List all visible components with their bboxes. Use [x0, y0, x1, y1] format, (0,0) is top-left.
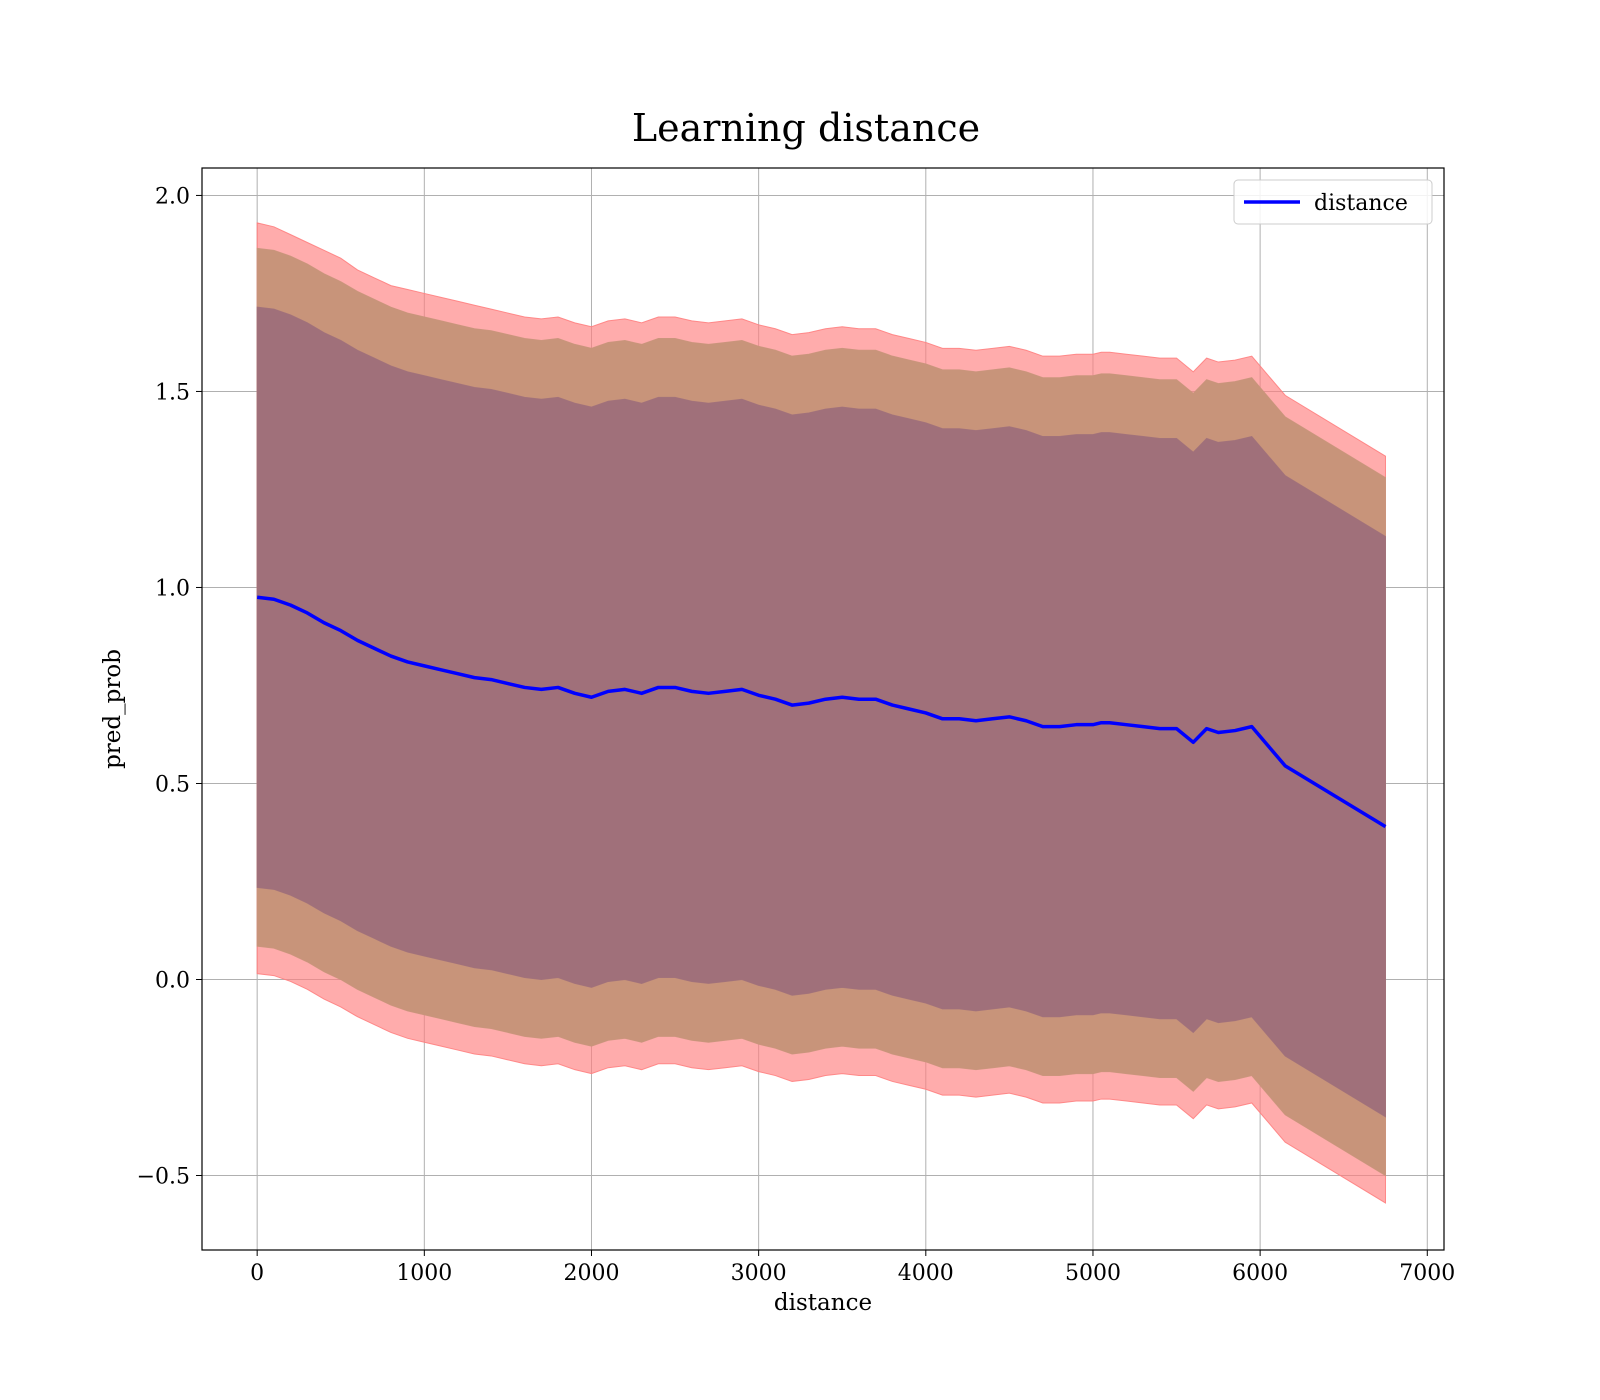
y-tick-label: 1.5 [155, 380, 190, 405]
x-tick-label: 2000 [563, 1261, 619, 1286]
chart-title: Learning distance [632, 106, 980, 150]
series-line-distance [256, 595, 1387, 829]
x-tick-label: 6000 [1232, 1261, 1288, 1286]
legend-box [1233, 179, 1433, 225]
x-tick-label: 5000 [1065, 1261, 1121, 1286]
x-tick-label: 0 [250, 1261, 264, 1286]
x-tick-label: 1000 [396, 1261, 452, 1286]
series-lines [256, 595, 1387, 829]
y-tick-label: 2.0 [155, 184, 190, 209]
legend-label-distance: distance [1314, 191, 1408, 216]
axis-ticks: 0 1000 2000 3000 4000 5000 6000 7000 −0.5 0.0 0.5 1… [137, 184, 1456, 1286]
x-tick-label: 3000 [731, 1261, 787, 1286]
x-axis-label: distance [774, 1290, 872, 1316]
legend: distance [1233, 179, 1433, 225]
y-tick-label: 0.5 [155, 772, 190, 797]
y-axis-label: pred_prob [100, 649, 126, 769]
y-tick-label: 1.0 [155, 576, 190, 601]
y-tick-label: −0.5 [137, 1165, 190, 1190]
y-tick-label: 0.0 [155, 969, 190, 994]
confidence-bands [256, 222, 1386, 1204]
x-tick-label: 4000 [898, 1261, 954, 1286]
x-tick-label: 7000 [1399, 1261, 1455, 1286]
plot-frame [201, 167, 1445, 1251]
band-inner [256, 306, 1386, 1118]
